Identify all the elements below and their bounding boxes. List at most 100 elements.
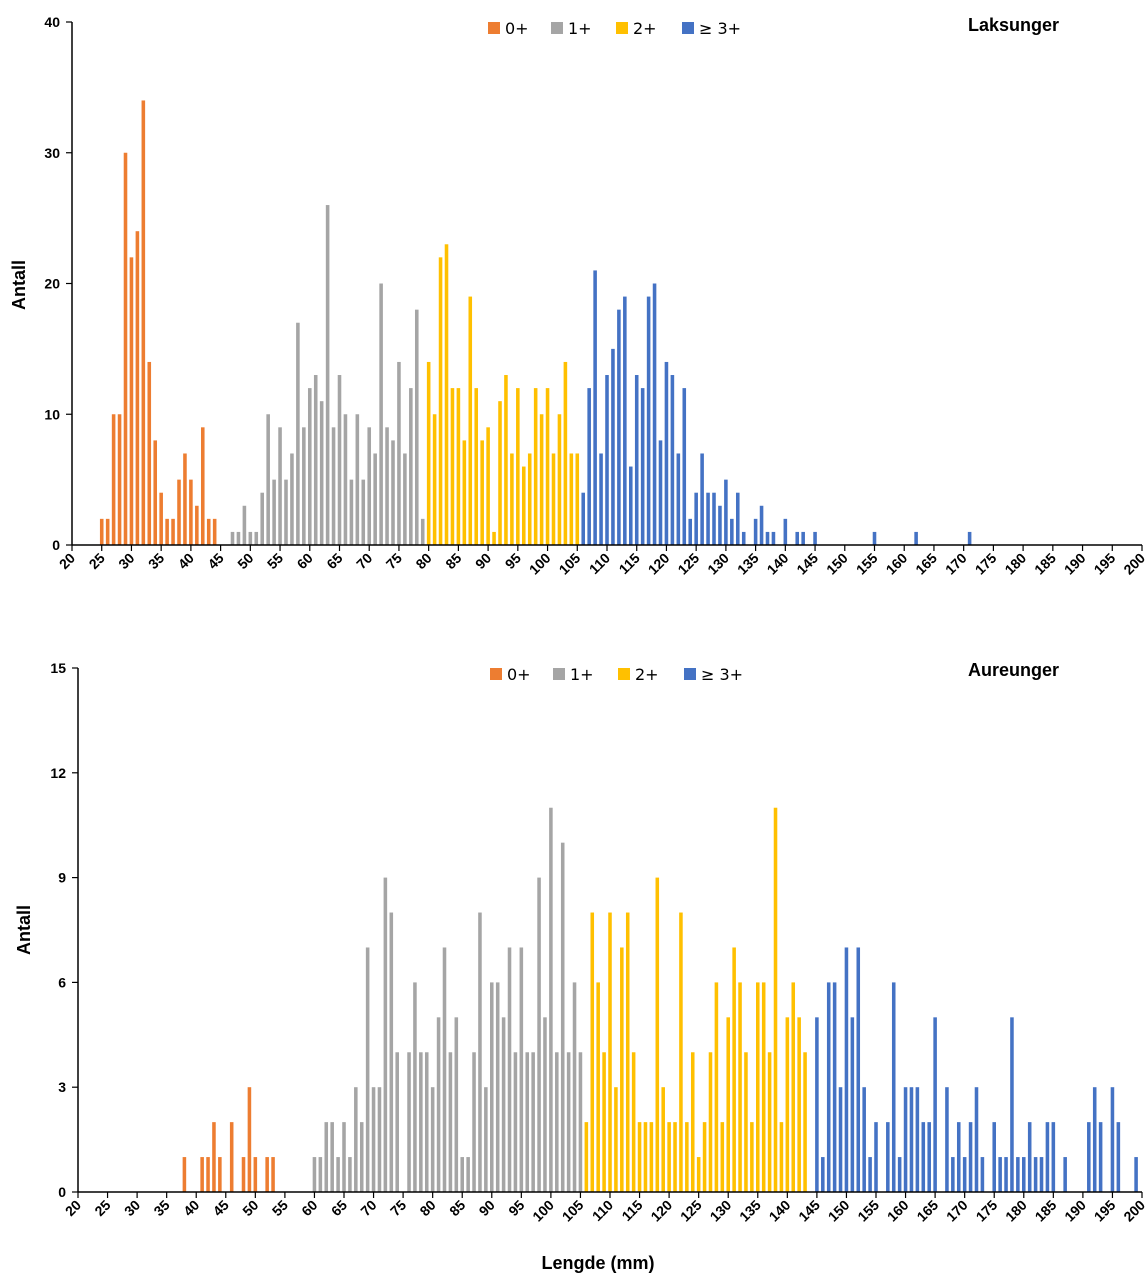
x-tick-label: 20 [62, 1197, 84, 1219]
x-tick-label: 125 [674, 550, 702, 578]
bar-2-89 [480, 440, 484, 545]
bar-3-159 [897, 1157, 902, 1192]
x-tick-label: 25 [91, 1197, 113, 1219]
y-tick-label: 6 [58, 974, 66, 990]
bar-1-102 [560, 842, 565, 1192]
bar-2-80 [426, 361, 431, 545]
y-tick-label: 0 [58, 1184, 66, 1200]
bar-3-110 [605, 375, 609, 545]
x-tick-label: 90 [472, 550, 494, 572]
bar-2-129 [720, 1122, 725, 1192]
bar-1-85 [460, 1157, 464, 1192]
x-tick-label: 40 [180, 1197, 202, 1219]
bar-2-131 [732, 947, 736, 1192]
bar-1-75 [397, 361, 401, 545]
x-tick-label: 50 [234, 550, 256, 572]
x-tick-label: 135 [736, 1197, 764, 1225]
bar-0-43 [206, 518, 211, 545]
bar-2-125 [696, 1157, 701, 1192]
bar-0-42 [200, 427, 205, 545]
bar-3-179 [1016, 1157, 1020, 1192]
bar-2-123 [685, 1122, 689, 1192]
bar-2-85 [456, 388, 461, 545]
x-tick-label: 120 [647, 1197, 675, 1225]
bar-3-149 [838, 1087, 843, 1192]
bar-1-98 [537, 877, 541, 1192]
bar-1-77 [413, 982, 417, 1192]
bar-1-103 [566, 1052, 571, 1192]
bar-3-193 [1098, 1122, 1103, 1192]
bar-2-91 [492, 531, 496, 545]
bar-1-67 [349, 479, 354, 546]
bar-1-56 [284, 479, 288, 546]
bar-1-99 [543, 1017, 547, 1192]
bar-1-72 [379, 283, 383, 545]
bar-2-135 [756, 982, 760, 1192]
bar-3-130 [724, 479, 728, 546]
x-tick-label: 200 [1120, 1197, 1148, 1225]
bar-3-145 [813, 531, 817, 545]
bar-3-195 [1110, 1087, 1115, 1192]
bar-3-135 [753, 518, 758, 545]
bar-3-111 [611, 348, 615, 546]
bar-2-122 [679, 912, 683, 1192]
bar-0-37 [171, 518, 175, 545]
bar-2-100 [545, 388, 550, 545]
x-tick-label: 50 [239, 1197, 261, 1219]
bar-1-61 [313, 375, 318, 545]
bar-1-64 [331, 427, 336, 545]
bar-1-50 [248, 531, 253, 545]
bar-3-152 [856, 947, 861, 1192]
x-tick-label: 165 [912, 550, 940, 578]
x-tick-label: 40 [175, 550, 197, 572]
bar-3-112 [617, 309, 621, 545]
bar-2-120 [667, 1122, 671, 1192]
bar-3-143 [801, 531, 805, 545]
bar-3-187 [1063, 1157, 1067, 1192]
bar-2-127 [708, 1052, 713, 1192]
bar-1-52 [260, 492, 265, 545]
bar-2-108 [596, 982, 600, 1192]
bar-0-48 [241, 1157, 246, 1192]
bar-2-92 [498, 401, 502, 545]
bar-2-143 [803, 1052, 807, 1192]
bar-1-96 [525, 1052, 530, 1192]
bar-1-63 [325, 205, 330, 546]
bar-1-77 [409, 388, 413, 545]
bar-3-109 [599, 453, 603, 545]
bar-2-105 [575, 453, 580, 545]
bar-1-60 [312, 1157, 317, 1192]
bar-1-80 [430, 1087, 435, 1192]
bar-0-46 [229, 1122, 234, 1192]
x-tick-label: 190 [1061, 550, 1089, 578]
bar-3-168 [951, 1157, 955, 1192]
bar-3-136 [759, 505, 764, 545]
bar-3-177 [1004, 1157, 1008, 1192]
x-tick-label: 100 [529, 1197, 557, 1225]
bar-3-129 [718, 505, 722, 545]
bar-3-140 [783, 518, 788, 545]
bar-1-69 [365, 947, 370, 1192]
bar-1-71 [377, 1087, 382, 1192]
bar-1-76 [403, 453, 407, 545]
bar-3-192 [1092, 1087, 1097, 1192]
bar-0-32 [141, 100, 146, 545]
bar-2-104 [569, 453, 574, 545]
bar-3-113 [623, 296, 627, 545]
x-tick-label: 110 [589, 1197, 616, 1224]
y-axis-title: Antall [9, 260, 29, 310]
bar-2-87 [468, 296, 473, 545]
bar-0-36 [165, 518, 169, 545]
bar-2-90 [486, 427, 490, 545]
bar-2-130 [726, 1017, 730, 1192]
bar-3-191 [1087, 1122, 1091, 1192]
x-tick-label: 95 [502, 550, 524, 572]
bar-2-103 [563, 361, 568, 545]
bar-2-138 [773, 807, 778, 1192]
legend-label: 1+ [570, 665, 594, 684]
bar-1-89 [484, 1087, 488, 1192]
x-tick-label: 160 [884, 1197, 912, 1225]
chart-title: Laksunger [968, 15, 1059, 35]
x-tick-label: 175 [972, 550, 1000, 578]
x-tick-label: 25 [86, 550, 108, 572]
